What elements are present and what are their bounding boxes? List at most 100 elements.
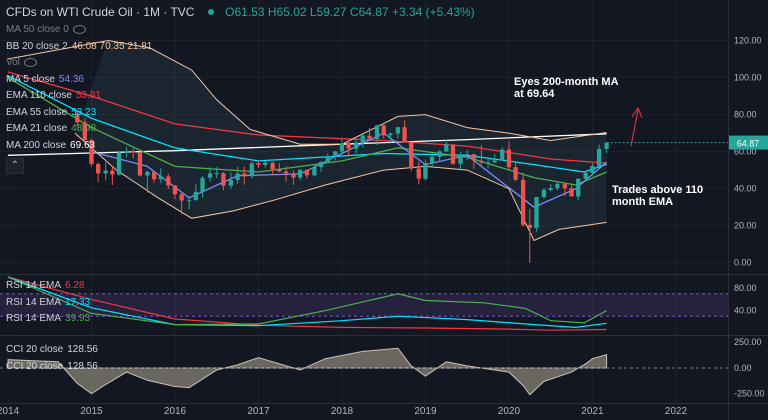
chart-header: CFDs on WTI Crude Oil · 1M · TVC O61.53 … [6,5,475,19]
y-tick-label: 40.00 [734,184,757,194]
candle-body [207,173,213,178]
rsi-legend-item[interactable]: RSI 14 EMA 6.28 [6,280,85,291]
rsi-legend-label: RSI 14 EMA [6,280,62,291]
series-line-ema-21-close [7,77,607,186]
candle-body [103,170,108,174]
candle-body [395,127,401,134]
candle-body [325,156,330,162]
annotation-trades-above-ema: Trades above 110 month EMA [612,184,704,208]
candle-body [110,170,115,175]
legend-label: EMA 110 close [6,90,72,101]
candle-body [283,171,289,174]
rsi-y-tick-label: 80.00 [734,283,757,293]
candle-body [388,133,393,136]
legend-value: 48.98 [71,123,97,134]
candle-body [423,163,428,179]
legend-value: 54.36 [58,73,84,85]
candle-body [249,163,254,177]
legend-item[interactable]: BB 20 close 2 46.08 70.35 21.81 [6,41,152,52]
candle-body [367,135,372,139]
candle-body [485,162,491,164]
rsi-legend-value: 17.33 [65,296,91,308]
candle-body [541,189,547,197]
candle-body [555,183,560,189]
y-tick-label: 100.00 [734,73,762,83]
cci-y-tick-label: -250.00 [734,389,765,399]
rsi-line [7,276,607,331]
price-plot[interactable] [7,39,609,263]
candle-body [235,173,240,180]
status-dot-icon [207,9,214,15]
candle-body [75,113,80,123]
candle-body [465,154,470,156]
cci-y-tick-label: 0.00 [734,363,752,373]
candle-body [604,142,609,149]
series-line-bb-20-close-2-upper- [7,39,607,145]
candle-body [312,167,317,176]
overlay-marks: 64.87 [606,106,768,150]
x-tick-label: 2016 [164,406,187,417]
rsi-legend-item[interactable]: RSI 14 EMA 39.93 [6,313,90,324]
candle-body [444,144,449,152]
x-tick-label: 2019 [414,406,437,417]
legend-label: MA 5 close [6,73,55,85]
hidden-eye-icon[interactable] [72,24,86,34]
rsi-legend-value: 39.93 [65,313,91,324]
legend-label: BB 20 close 2 [6,40,68,52]
rsi-legend-item[interactable]: RSI 14 EMA 17.33 [6,297,90,308]
candle-body [576,178,581,197]
chart-title: CFDs on WTI Crude Oil · 1M · TVC [6,5,195,19]
legend-item[interactable]: EMA 55 close 53.23 [6,107,96,118]
candle-body [506,149,512,168]
legend-item[interactable]: EMA 110 close 53.81 [6,90,101,101]
x-tick-label: 2014 [0,406,20,417]
legend-label: Vol [6,57,20,68]
legend-item[interactable]: MA 200 close 69.63 [6,140,95,151]
candle-body [318,162,324,167]
candle-body [242,173,247,177]
legend-item[interactable]: MA 5 close 54.36 [6,74,84,85]
legend-label: EMA 21 close [6,123,68,134]
hidden-eye-icon[interactable] [23,57,37,67]
legend-item[interactable]: Vol [6,57,37,68]
candle-body [339,143,345,152]
candle-body [333,151,338,157]
candle-body [409,141,414,169]
legend-label: MA 200 close [6,139,67,151]
collapse-legend-button[interactable]: ⌃ [6,158,24,174]
rsi-plot[interactable] [0,276,728,331]
legend-label: EMA 55 close [6,106,68,118]
candle-body [520,179,526,225]
rsi-line [7,276,607,329]
cci-plot[interactable] [0,347,728,396]
candle-body [437,151,442,157]
candle-body [458,154,463,164]
candle-body [374,125,380,139]
candle-body [96,164,101,174]
legend-item[interactable]: MA 50 close 0 [6,24,86,35]
candle-body [569,188,574,197]
up-arrow-icon [630,109,639,147]
cci-y-tick-label: 250.00 [734,337,762,347]
cci-legend-item[interactable]: CCI 20 close 128.56 [6,344,98,355]
legend-value: 69.63 [70,139,96,151]
candle-body [346,143,351,149]
candle-body [137,152,143,176]
candle-body [158,176,163,180]
rsi-y-tick-label: 40.00 [734,306,757,316]
candle-body [124,151,129,153]
candle-body [200,177,205,192]
bollinger-band-fill [74,40,607,241]
candle-body [492,160,497,163]
series-line-ema-55-close [7,75,607,173]
cci-legend-item[interactable]: CCI 20 close 128.56 [6,361,98,372]
candle-body [513,167,518,180]
candle-body [256,163,261,165]
legend-item[interactable]: EMA 21 close 48.98 [6,123,96,134]
candle-body [116,152,122,175]
candle-body [221,173,226,186]
y-tick-label: 20.00 [734,221,757,231]
candle-body [471,154,477,161]
x-tick-label: 2018 [331,406,354,417]
candle-body [214,173,219,175]
